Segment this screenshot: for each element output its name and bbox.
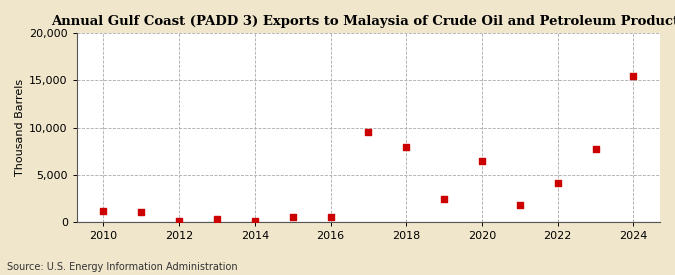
Point: [173, 219, 184, 223]
Point: [477, 159, 487, 164]
Point: [249, 219, 260, 223]
Point: [288, 215, 298, 219]
Point: [628, 73, 639, 78]
Point: [325, 215, 336, 219]
Text: Source: U.S. Energy Information Administration: Source: U.S. Energy Information Administ…: [7, 262, 238, 272]
Point: [136, 210, 146, 214]
Point: [590, 147, 601, 152]
Point: [363, 130, 374, 134]
Point: [552, 181, 563, 185]
Title: Annual Gulf Coast (PADD 3) Exports to Malaysia of Crude Oil and Petroleum Produc: Annual Gulf Coast (PADD 3) Exports to Ma…: [51, 15, 675, 28]
Point: [439, 197, 450, 201]
Y-axis label: Thousand Barrels: Thousand Barrels: [15, 79, 25, 176]
Point: [514, 203, 525, 207]
Point: [211, 217, 222, 221]
Point: [98, 209, 109, 214]
Point: [401, 145, 412, 150]
